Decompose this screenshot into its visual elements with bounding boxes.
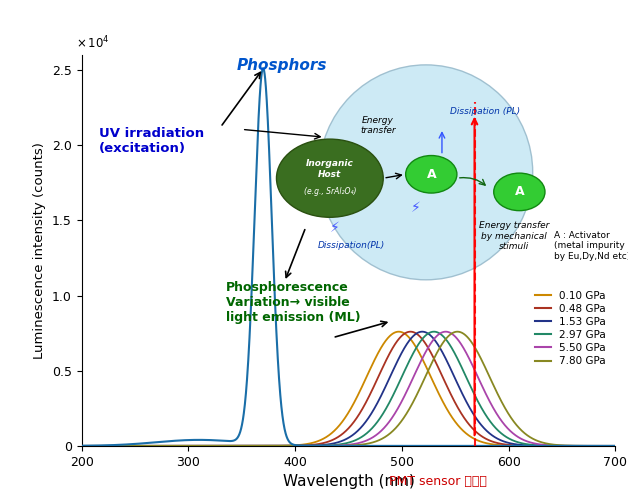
Text: Inorganic
Host: Inorganic Host (306, 159, 354, 179)
Text: Phosphors: Phosphors (236, 58, 327, 73)
Circle shape (406, 155, 457, 193)
Text: A : Activator
(metal impurity
by Eu,Dy,Nd etc): A : Activator (metal impurity by Eu,Dy,N… (554, 231, 628, 261)
Y-axis label: Luminescence intensity (counts): Luminescence intensity (counts) (33, 142, 46, 359)
Text: A: A (514, 185, 524, 198)
Text: ⚡: ⚡ (330, 221, 340, 235)
Text: Energy
transfer: Energy transfer (360, 116, 396, 135)
Text: $\times\,10^4$: $\times\,10^4$ (77, 35, 110, 51)
Text: Dissipation (PL): Dissipation (PL) (450, 107, 520, 116)
Text: Dual-wavelength optical signal: Dual-wavelength optical signal (158, 14, 470, 32)
X-axis label: Wavelength (nm): Wavelength (nm) (283, 474, 414, 489)
Circle shape (494, 173, 545, 210)
Legend: 0.10 GPa, 0.48 GPa, 1.53 GPa, 2.97 GPa, 5.50 GPa, 7.80 GPa: 0.10 GPa, 0.48 GPa, 1.53 GPa, 2.97 GPa, … (531, 287, 610, 370)
Text: Dissipation(PL): Dissipation(PL) (318, 240, 385, 249)
Ellipse shape (319, 65, 533, 280)
Text: ⚡: ⚡ (410, 201, 420, 215)
Text: UV irradiation
(excitation): UV irradiation (excitation) (99, 127, 204, 155)
Text: A: A (426, 168, 436, 181)
Text: Phosphorescence
Variation→ visible
light emission (ML): Phosphorescence Variation→ visible light… (226, 281, 360, 324)
Text: Energy transfer
by mechanical
stimuli: Energy transfer by mechanical stimuli (479, 221, 550, 251)
Circle shape (276, 139, 383, 217)
Text: PMT sensor 사용시: PMT sensor 사용시 (389, 475, 487, 488)
Text: (e.g., SrAl₂O₄): (e.g., SrAl₂O₄) (303, 187, 356, 196)
